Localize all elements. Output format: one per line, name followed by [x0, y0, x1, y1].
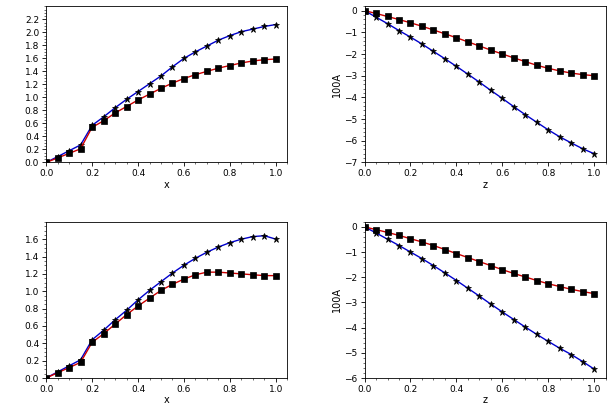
Y-axis label: 100A: 100A — [331, 72, 341, 97]
Y-axis label: 100A: 100A — [331, 287, 341, 312]
X-axis label: z: z — [483, 395, 488, 405]
X-axis label: x: x — [164, 180, 170, 190]
X-axis label: x: x — [164, 395, 170, 405]
X-axis label: z: z — [483, 180, 488, 190]
